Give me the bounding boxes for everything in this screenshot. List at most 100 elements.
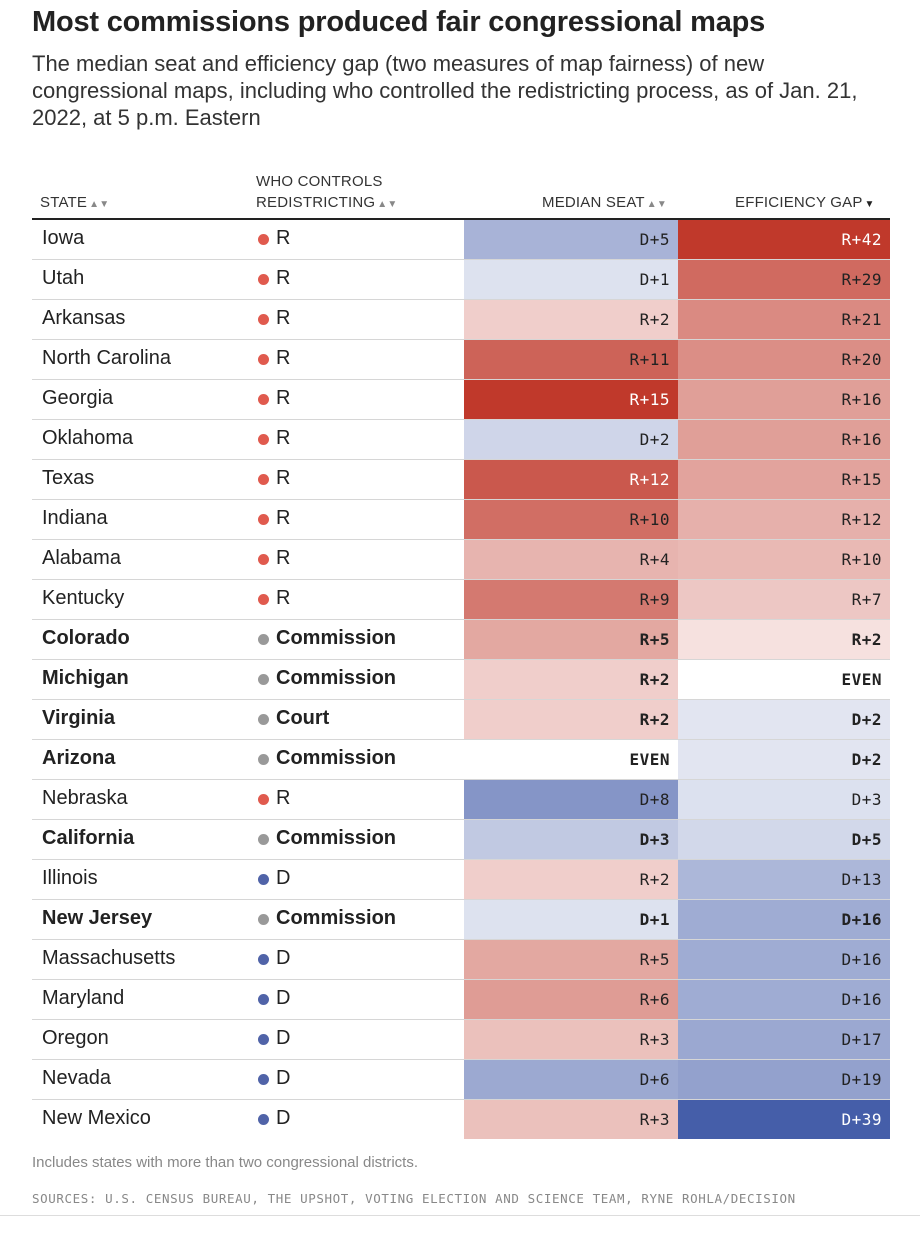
control-label: R: [276, 587, 291, 609]
control-label: Commission: [276, 827, 397, 849]
median-seat-value: D+1: [639, 910, 670, 929]
control-label: Commission: [276, 907, 397, 929]
median-seat-cell: D+2: [464, 420, 678, 459]
efficiency-gap-value: EVEN: [841, 670, 882, 689]
median-seat-value: D+3: [639, 830, 670, 849]
efficiency-gap-cell: D+2: [678, 740, 890, 779]
state-name: New Jersey: [42, 907, 153, 929]
state-name: Nevada: [42, 1067, 111, 1089]
state-name: Colorado: [42, 627, 130, 649]
table-row: Texas R R+12 R+15: [32, 460, 890, 500]
control-label: R: [276, 547, 291, 569]
footer-divider: [0, 1215, 920, 1216]
median-seat-cell: R+11: [464, 340, 678, 379]
median-seat-cell: D+8: [464, 780, 678, 819]
control-label: R: [276, 387, 291, 409]
median-seat-value: D+6: [639, 1070, 670, 1089]
control-label: R: [276, 427, 291, 449]
efficiency-gap-cell: D+17: [678, 1020, 890, 1059]
efficiency-gap-cell: R+10: [678, 540, 890, 579]
table-row: Indiana R R+10 R+12: [32, 500, 890, 540]
efficiency-gap-value: D+16: [841, 990, 882, 1009]
median-seat-value: R+2: [639, 870, 670, 889]
median-seat-value: R+10: [629, 510, 670, 529]
control-label: R: [276, 507, 291, 529]
table-row: Illinois D R+2 D+13: [32, 860, 890, 900]
efficiency-gap-value: R+15: [841, 470, 882, 489]
median-seat-value: EVEN: [629, 750, 670, 769]
table-row: Kentucky R R+9 R+7: [32, 580, 890, 620]
control-dot-icon: [258, 834, 269, 845]
efficiency-gap-value: R+29: [841, 270, 882, 289]
table-row: Michigan Commission R+2 EVEN: [32, 660, 890, 700]
median-seat-cell: R+2: [464, 660, 678, 699]
col-header-median-label: MEDIAN SEAT: [542, 194, 645, 211]
table-row: Oklahoma R D+2 R+16: [32, 420, 890, 460]
header-divider: [32, 218, 890, 220]
median-seat-value: R+3: [639, 1110, 670, 1129]
median-seat-cell: R+15: [464, 380, 678, 419]
efficiency-gap-cell: D+39: [678, 1100, 890, 1139]
state-name: Indiana: [42, 507, 108, 529]
state-name: Kentucky: [42, 587, 125, 609]
efficiency-gap-cell: R+20: [678, 340, 890, 379]
state-name: Oregon: [42, 1027, 109, 1049]
control-label: Commission: [276, 627, 397, 649]
efficiency-gap-cell: R+2: [678, 620, 890, 659]
efficiency-gap-value: R+42: [841, 230, 882, 249]
efficiency-gap-cell: D+3: [678, 780, 890, 819]
table-row: California Commission D+3 D+5: [32, 820, 890, 860]
state-name: New Mexico: [42, 1107, 151, 1129]
control-dot-icon: [258, 794, 269, 805]
table-row: Virginia Court R+2 D+2: [32, 700, 890, 740]
state-name: California: [42, 827, 135, 849]
median-seat-value: D+2: [639, 430, 670, 449]
table-row: Alabama R R+4 R+10: [32, 540, 890, 580]
median-seat-cell: D+5: [464, 220, 678, 259]
control-dot-icon: [258, 754, 269, 765]
median-seat-cell: R+3: [464, 1020, 678, 1059]
efficiency-gap-cell: R+7: [678, 580, 890, 619]
median-seat-value: R+11: [629, 350, 670, 369]
efficiency-gap-cell: R+12: [678, 500, 890, 539]
efficiency-gap-value: D+16: [841, 910, 882, 929]
state-name: Michigan: [42, 667, 129, 689]
median-seat-value: R+4: [639, 550, 670, 569]
control-dot-icon: [258, 594, 269, 605]
efficiency-gap-value: D+3: [851, 790, 882, 809]
state-name: Alabama: [42, 547, 121, 569]
control-dot-icon: [258, 274, 269, 285]
table-row: North Carolina R R+11 R+20: [32, 340, 890, 380]
median-seat-cell: R+10: [464, 500, 678, 539]
efficiency-gap-cell: R+21: [678, 300, 890, 339]
state-name: Massachusetts: [42, 947, 176, 969]
sort-arrows-icon: ▲▼: [89, 199, 110, 210]
control-dot-icon: [258, 354, 269, 365]
efficiency-gap-value: R+21: [841, 310, 882, 329]
efficiency-gap-cell: D+16: [678, 940, 890, 979]
table-row: Nebraska R D+8 D+3: [32, 780, 890, 820]
col-header-median[interactable]: MEDIAN SEAT ▲▼: [542, 192, 667, 215]
efficiency-gap-value: D+19: [841, 1070, 882, 1089]
table-row: Nevada D D+6 D+19: [32, 1060, 890, 1100]
efficiency-gap-value: R+20: [841, 350, 882, 369]
control-dot-icon: [258, 554, 269, 565]
state-name: Arizona: [42, 747, 116, 769]
control-dot-icon: [258, 874, 269, 885]
control-dot-icon: [258, 474, 269, 485]
control-label: D: [276, 987, 291, 1009]
control-label: D: [276, 867, 291, 889]
col-header-controls-line2: REDISTRICTING: [256, 194, 376, 211]
col-header-gap[interactable]: EFFICIENCY GAP ▼: [735, 192, 875, 215]
efficiency-gap-value: D+39: [841, 1110, 882, 1129]
efficiency-gap-value: R+16: [841, 390, 882, 409]
median-seat-cell: D+1: [464, 260, 678, 299]
state-name: Maryland: [42, 987, 125, 1009]
control-dot-icon: [258, 1034, 269, 1045]
col-header-state[interactable]: STATE ▲▼: [40, 192, 109, 215]
sort-arrows-icon: ▲▼: [646, 199, 667, 210]
col-header-controls[interactable]: WHO CONTROLS REDISTRICTING ▲▼: [256, 171, 397, 215]
footnote: Includes states with more than two congr…: [32, 1154, 419, 1171]
control-label: D: [276, 1107, 291, 1129]
median-seat-cell: R+12: [464, 460, 678, 499]
